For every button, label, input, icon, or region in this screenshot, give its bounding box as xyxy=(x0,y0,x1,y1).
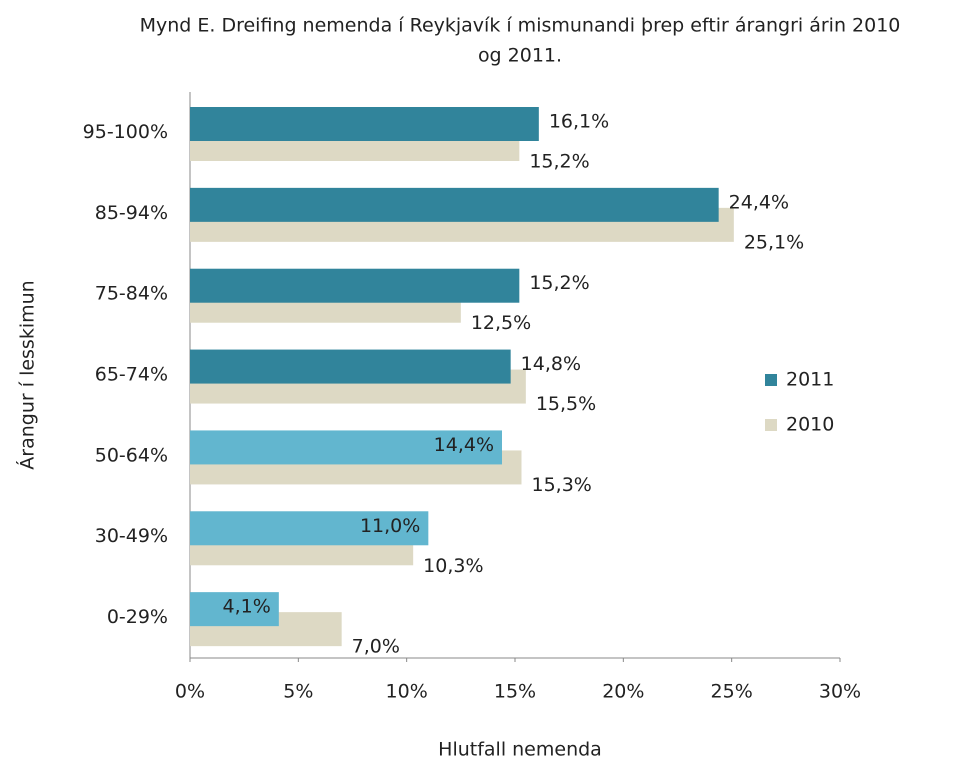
y-axis-title: Árangur í lesskimun xyxy=(16,280,39,469)
value-label: 15,3% xyxy=(532,474,592,496)
y-tick-label: 75-84% xyxy=(95,283,168,305)
value-label: 24,4% xyxy=(729,191,789,213)
bar xyxy=(190,349,511,384)
y-tick-label: 95-100% xyxy=(83,121,168,143)
x-tick-label: 15% xyxy=(494,681,536,703)
bar xyxy=(190,592,279,627)
bar xyxy=(190,430,502,465)
x-tick-label: 0% xyxy=(175,681,205,703)
value-label: 4,1% xyxy=(223,596,271,618)
legend-swatch xyxy=(765,374,777,386)
bar xyxy=(190,268,520,303)
legend-swatch xyxy=(765,419,777,431)
chart-title: og 2011. xyxy=(478,45,562,67)
value-label: 15,2% xyxy=(529,151,589,173)
value-label: 11,0% xyxy=(360,515,420,537)
value-label: 16,1% xyxy=(549,111,609,133)
y-tick-label: 0-29% xyxy=(107,606,168,628)
value-label: 15,5% xyxy=(536,393,596,415)
value-label: 14,4% xyxy=(434,434,494,456)
legend-label: 2011 xyxy=(786,369,834,391)
x-tick-label: 20% xyxy=(602,681,644,703)
bar xyxy=(190,511,429,546)
y-tick-label: 30-49% xyxy=(95,525,168,547)
value-label: 15,2% xyxy=(529,272,589,294)
value-label: 12,5% xyxy=(471,312,531,334)
value-label: 7,0% xyxy=(352,636,400,658)
legend-label: 2010 xyxy=(786,414,834,436)
value-label: 10,3% xyxy=(423,555,483,577)
chart-title: Mynd E. Dreifing nemenda í Reykjavík í m… xyxy=(140,15,901,37)
value-label: 14,8% xyxy=(521,353,581,375)
x-tick-label: 30% xyxy=(819,681,861,703)
bar xyxy=(190,107,539,141)
y-tick-label: 65-74% xyxy=(95,364,168,386)
y-tick-label: 50-64% xyxy=(95,444,168,466)
value-label: 25,1% xyxy=(744,231,804,253)
x-axis-title: Hlutfall nemenda xyxy=(438,739,602,761)
x-tick-label: 25% xyxy=(711,681,753,703)
x-tick-label: 5% xyxy=(283,681,313,703)
x-tick-label: 10% xyxy=(386,681,428,703)
y-tick-label: 85-94% xyxy=(95,202,168,224)
bar xyxy=(190,187,719,222)
